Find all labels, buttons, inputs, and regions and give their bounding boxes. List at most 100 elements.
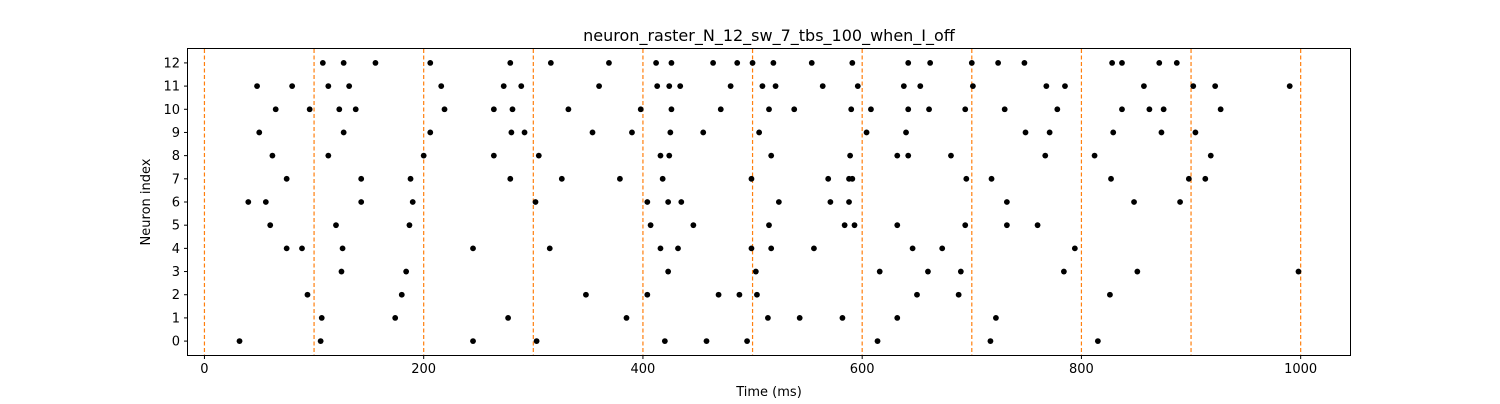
spike-point xyxy=(968,60,975,66)
spike-point xyxy=(995,60,1002,66)
spike-point xyxy=(717,106,724,113)
spike-point xyxy=(1119,60,1125,66)
spike-point xyxy=(772,83,779,89)
spike-point xyxy=(868,106,874,113)
spike-point xyxy=(1156,60,1163,66)
spike-point xyxy=(289,83,296,89)
spike-markers xyxy=(236,60,1302,344)
spike-point xyxy=(521,129,528,136)
spike-point xyxy=(1062,83,1068,89)
spike-point xyxy=(796,315,803,321)
spike-point xyxy=(969,83,976,89)
spike-point xyxy=(988,175,995,182)
spike-point xyxy=(1107,291,1113,298)
spike-point xyxy=(657,152,664,159)
spike-point xyxy=(756,129,763,136)
spike-point xyxy=(1217,106,1224,113)
spike-point xyxy=(668,60,675,66)
spike-point xyxy=(606,60,612,66)
spike-point xyxy=(1094,338,1101,344)
spike-point xyxy=(505,315,511,321)
spike-point xyxy=(925,268,931,275)
spike-point xyxy=(1001,106,1008,113)
spike-point xyxy=(272,106,279,113)
spike-point xyxy=(927,60,934,66)
spike-point xyxy=(637,106,644,113)
spike-point xyxy=(1202,175,1209,182)
spike-point xyxy=(1022,129,1029,136)
spike-point xyxy=(987,338,994,344)
spike-point xyxy=(317,338,324,344)
spike-point xyxy=(900,83,907,89)
spike-point xyxy=(1054,106,1061,113)
spike-point xyxy=(827,199,834,205)
x-axis-label: Time (ms) xyxy=(735,385,802,400)
spike-point xyxy=(736,291,743,298)
spike-point xyxy=(533,338,540,344)
spike-point xyxy=(441,106,448,113)
spike-point xyxy=(665,268,672,275)
spike-point xyxy=(874,338,881,344)
spike-point xyxy=(1190,83,1197,89)
spike-point xyxy=(948,152,954,159)
spike-point xyxy=(808,60,815,66)
spike-point xyxy=(340,60,347,66)
spike-point xyxy=(1043,83,1050,89)
spike-point xyxy=(1046,129,1053,136)
spike-point xyxy=(1158,129,1165,136)
spike-point xyxy=(1173,60,1180,66)
y-tick-label: 3 xyxy=(172,265,180,280)
spike-point xyxy=(825,175,832,182)
spike-point xyxy=(267,222,274,229)
spike-point xyxy=(490,106,497,113)
spike-point xyxy=(661,338,668,344)
spike-point xyxy=(765,315,771,321)
spike-point xyxy=(768,245,775,252)
y-tick-label: 9 xyxy=(172,126,180,141)
spike-point xyxy=(957,268,964,275)
spike-point xyxy=(546,245,553,252)
spike-point xyxy=(583,291,589,298)
spike-point xyxy=(665,199,672,205)
spike-point xyxy=(333,222,339,229)
spike-point xyxy=(848,106,855,113)
spike-point xyxy=(403,268,410,275)
spike-point xyxy=(427,60,434,66)
spike-point xyxy=(1212,83,1219,89)
spike-point xyxy=(993,315,999,321)
spike-point xyxy=(905,152,912,159)
spike-point xyxy=(338,268,345,275)
spike-point xyxy=(1119,106,1125,113)
spike-point xyxy=(254,83,260,89)
spike-point xyxy=(667,129,674,136)
y-tick-label: 10 xyxy=(163,103,180,118)
spike-point xyxy=(398,291,405,298)
spike-point xyxy=(352,106,359,113)
spike-point xyxy=(1286,83,1293,89)
spike-point xyxy=(905,60,912,66)
spike-point xyxy=(617,175,623,182)
spike-point xyxy=(325,83,332,89)
spike-point xyxy=(909,245,916,252)
y-axis-label: Neuron index xyxy=(139,158,154,245)
spike-point xyxy=(847,152,854,159)
spike-point xyxy=(851,222,858,229)
spike-point xyxy=(791,106,798,113)
spike-point xyxy=(841,222,848,229)
spike-point xyxy=(1185,175,1192,182)
y-tick-label: 8 xyxy=(172,149,180,164)
spike-point xyxy=(926,106,932,113)
spike-point xyxy=(1071,245,1078,252)
spike-point xyxy=(470,338,476,344)
spike-point xyxy=(283,245,290,252)
spike-point xyxy=(766,222,772,229)
spike-point xyxy=(675,245,681,252)
spike-point xyxy=(752,268,759,275)
spike-point xyxy=(1141,83,1147,89)
spike-point xyxy=(659,175,666,182)
spike-point xyxy=(955,291,962,298)
y-tick-label: 4 xyxy=(172,242,180,257)
spike-point xyxy=(666,83,673,89)
spike-point xyxy=(668,106,675,113)
